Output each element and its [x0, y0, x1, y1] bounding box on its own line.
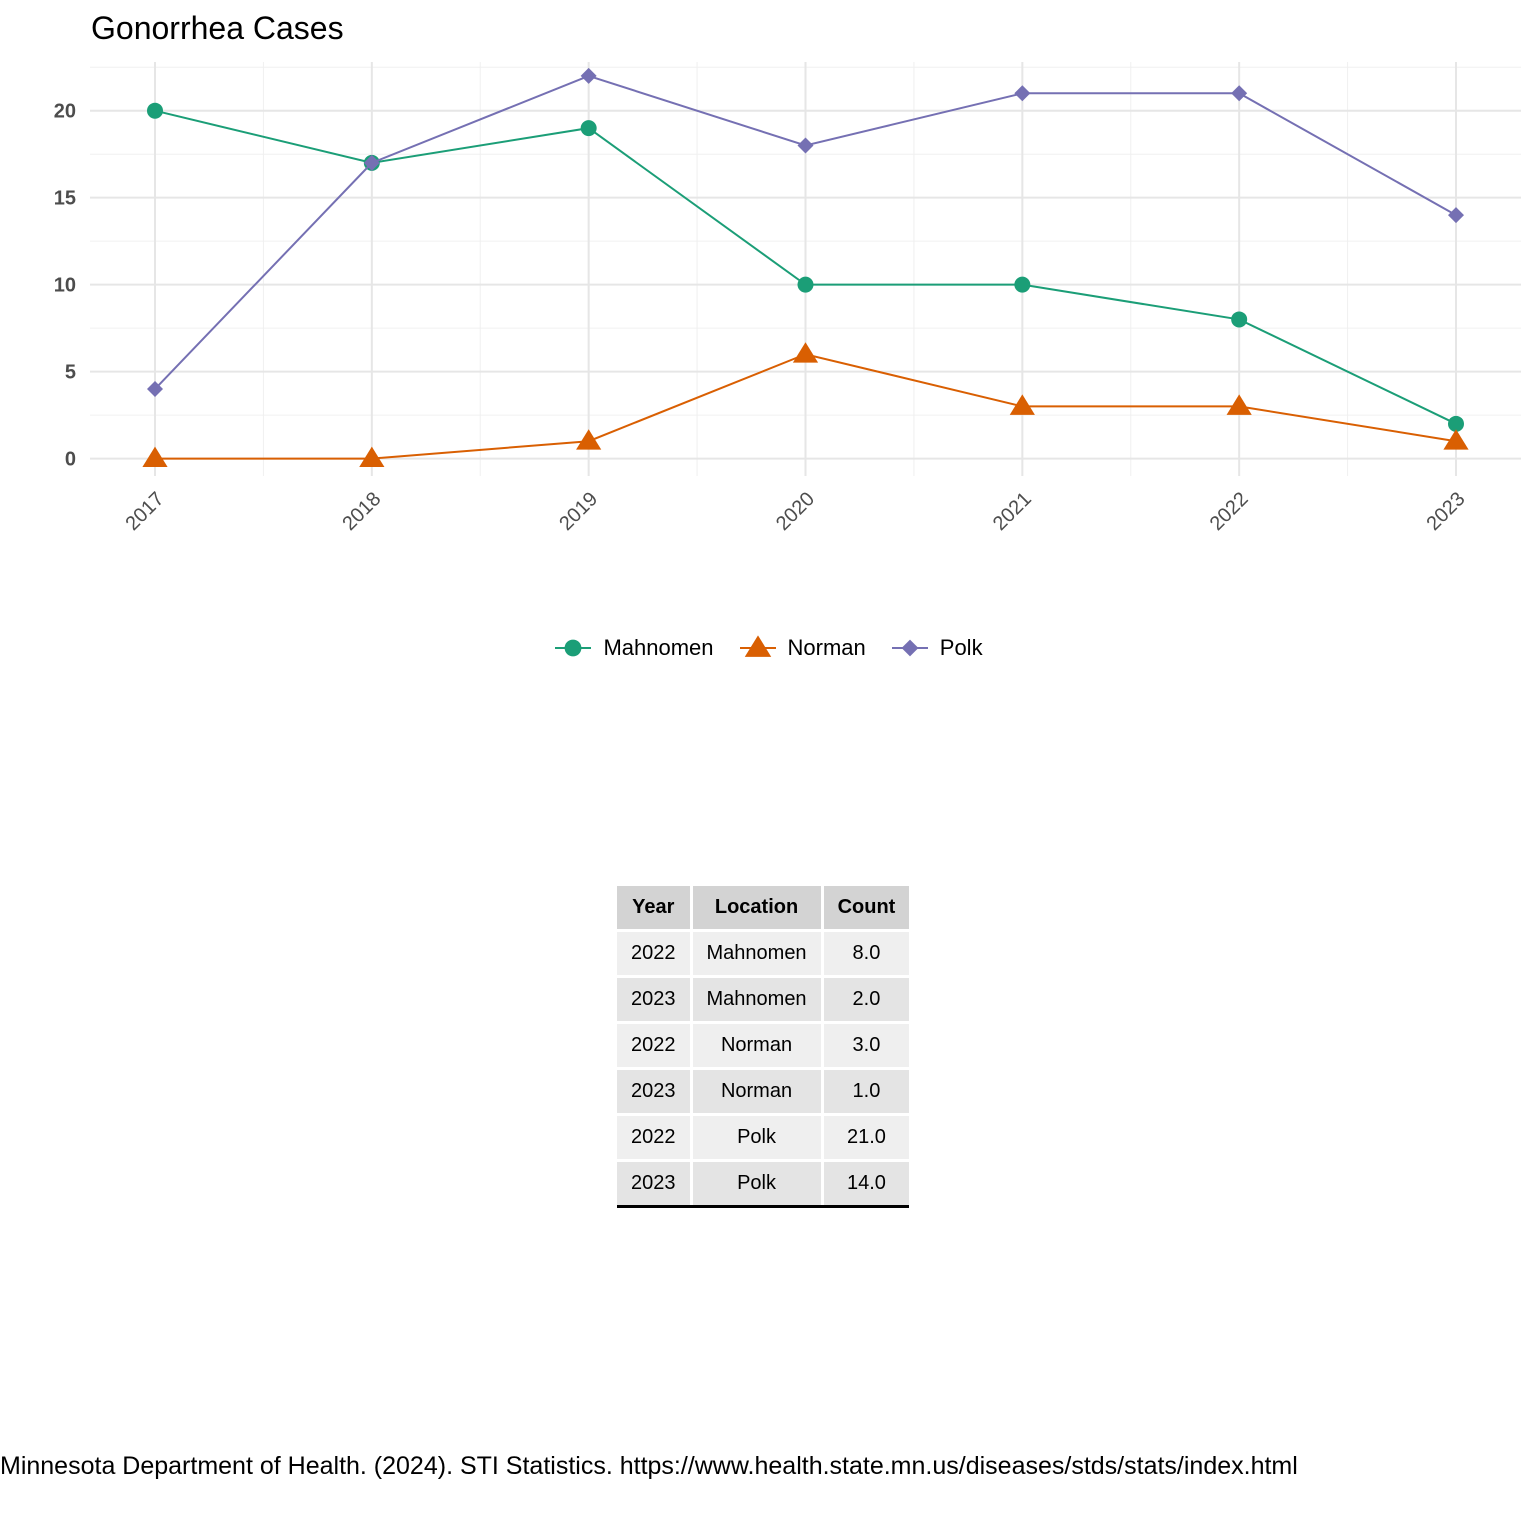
table-cell-count: 14.0 [823, 1162, 910, 1205]
table-cell-count: 1.0 [823, 1070, 910, 1113]
point-circle [580, 120, 597, 137]
legend-key [555, 639, 592, 657]
series-polk [147, 67, 1464, 398]
table-header-location: Location [692, 886, 821, 929]
point-triangle [142, 446, 168, 468]
legend-item-norman: Norman [738, 633, 866, 663]
point-circle [1014, 276, 1031, 293]
source-citation: Minnesota Department of Health. (2024). … [0, 1452, 1298, 1480]
table-row: 2023 Polk 14.0 [617, 1162, 910, 1205]
table-cell-location: Mahnomen [692, 932, 821, 975]
y-axis-ticks: 0 5 10 15 20 [54, 101, 76, 471]
summary-table-container: Year Location Count 2022 Mahnomen 8.0 2023 Mah… [614, 883, 912, 1208]
chart-title: Gonorrhea Cases [91, 10, 344, 46]
x-tick-label: 2021 [989, 488, 1036, 535]
point-circle [1448, 415, 1464, 432]
y-tick-label: 0 [65, 449, 76, 471]
table-header-year: Year [617, 886, 690, 929]
x-axis-ticks: 2017 2018 2019 2020 2021 2022 2023 [122, 488, 1470, 535]
table-cell-location: Polk [692, 1162, 821, 1205]
x-tick-label: 2019 [555, 488, 602, 535]
point-diamond [580, 67, 597, 84]
point-triangle [1226, 394, 1252, 415]
legend-key [891, 639, 928, 657]
point-diamond [147, 381, 163, 398]
series-norman [142, 342, 1469, 468]
table-cell-year: 2023 [617, 1070, 690, 1113]
table-row: 2023 Mahnomen 2.0 [617, 978, 910, 1021]
table-row: 2022 Norman 3.0 [617, 1024, 910, 1067]
point-triangle [744, 635, 771, 657]
legend-item-mahnomen: Mahnomen [553, 633, 714, 663]
legend-label: Norman [787, 635, 866, 660]
y-tick-label: 5 [65, 362, 76, 384]
point-diamond [901, 639, 919, 657]
table-cell-year: 2022 [617, 932, 690, 975]
point-triangle [1443, 429, 1469, 450]
table-cell-location: Polk [692, 1116, 821, 1159]
table-cell-location: Norman [692, 1024, 821, 1067]
table-cell-year: 2023 [617, 1162, 690, 1205]
y-tick-label: 20 [54, 101, 76, 123]
legend-label: Polk [939, 635, 983, 660]
y-tick-label: 10 [54, 275, 76, 297]
table-cell-count: 8.0 [823, 932, 910, 975]
point-triangle [359, 446, 385, 468]
summary-table: Year Location Count 2022 Mahnomen 8.0 2023 Mah… [614, 883, 912, 1208]
table-row: 2022 Mahnomen 8.0 [617, 932, 910, 975]
y-tick-label: 15 [54, 188, 76, 210]
legend: Mahnomen Norman Polk [0, 628, 1536, 668]
table-cell-count: 2.0 [823, 978, 910, 1021]
x-tick-label: 2023 [1423, 488, 1470, 535]
table-cell-year: 2023 [617, 978, 690, 1021]
point-diamond [1448, 207, 1464, 224]
table-header-row: Year Location Count [617, 886, 910, 929]
table-cell-location: Norman [692, 1070, 821, 1113]
legend-item-polk: Polk [890, 633, 983, 663]
grid-lines [90, 62, 1521, 476]
table-header-count: Count [823, 886, 910, 929]
point-triangle [576, 429, 602, 450]
x-tick-label: 2022 [1206, 488, 1253, 535]
table-bottom-rule [617, 1205, 910, 1208]
table-cell-location: Mahnomen [692, 978, 821, 1021]
point-circle [147, 102, 163, 119]
point-diamond [363, 154, 380, 171]
series-group [142, 67, 1469, 468]
x-tick-label: 2020 [772, 488, 819, 535]
point-circle [565, 639, 582, 657]
table-cell-year: 2022 [617, 1116, 690, 1159]
line-chart: 0 5 10 15 20 2017 2018 2019 2020 2021 2022 2023 [54, 62, 1521, 535]
point-circle [1231, 311, 1248, 328]
table-row: 2022 Polk 21.0 [617, 1116, 910, 1159]
table-cell-count: 3.0 [823, 1024, 910, 1067]
point-diamond [1231, 85, 1248, 102]
point-diamond [1014, 85, 1031, 102]
point-triangle [1009, 394, 1035, 415]
table-row: 2023 Norman 1.0 [617, 1070, 910, 1113]
table-body: 2022 Mahnomen 8.0 2023 Mahnomen 2.0 2022 Norman… [617, 932, 910, 1205]
table-cell-year: 2022 [617, 1024, 690, 1067]
table-cell-count: 21.0 [823, 1116, 910, 1159]
legend-key [739, 635, 776, 657]
x-tick-label: 2017 [122, 488, 169, 535]
point-diamond [797, 137, 814, 154]
point-triangle [792, 342, 819, 363]
legend-label: Mahnomen [603, 635, 714, 660]
x-tick-label: 2018 [338, 488, 385, 535]
point-circle [797, 276, 814, 293]
